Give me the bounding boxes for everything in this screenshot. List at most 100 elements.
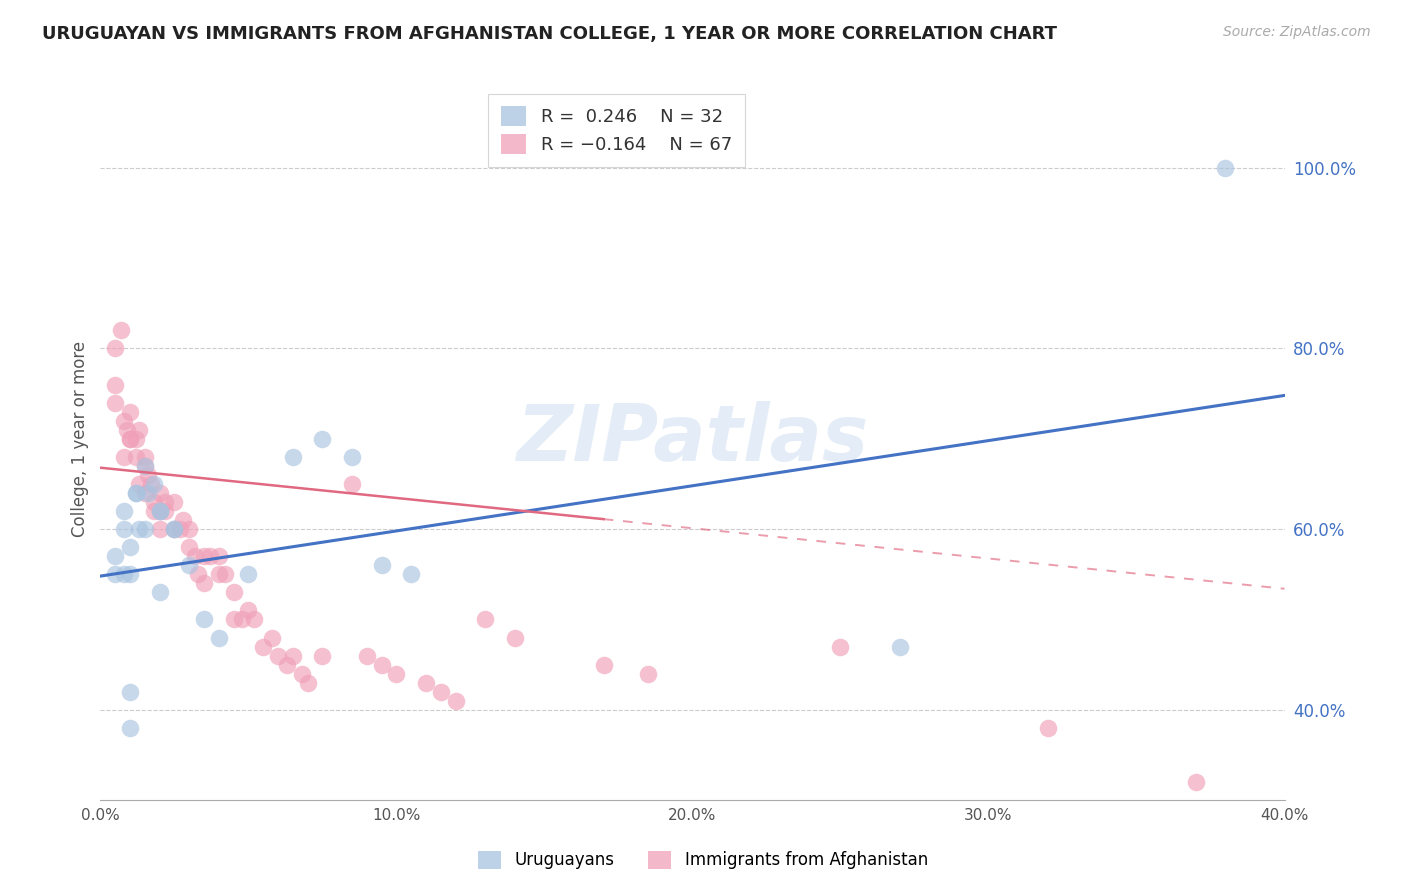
Legend: R =  0.246    N = 32, R = −0.164    N = 67: R = 0.246 N = 32, R = −0.164 N = 67 bbox=[488, 94, 745, 167]
Text: ZIPatlas: ZIPatlas bbox=[516, 401, 869, 477]
Point bbox=[148, 522, 170, 536]
Point bbox=[208, 631, 231, 645]
Point bbox=[128, 477, 150, 491]
Point bbox=[370, 558, 392, 573]
Point bbox=[148, 504, 170, 518]
Point bbox=[340, 450, 363, 464]
Point bbox=[163, 495, 186, 509]
Point bbox=[1184, 775, 1206, 789]
Point bbox=[104, 377, 127, 392]
Point bbox=[179, 522, 201, 536]
Point bbox=[503, 631, 526, 645]
Point bbox=[148, 486, 170, 500]
Point bbox=[399, 567, 422, 582]
Point bbox=[118, 684, 141, 698]
Point bbox=[252, 640, 274, 654]
Point bbox=[281, 648, 304, 663]
Point bbox=[112, 522, 135, 536]
Point bbox=[430, 684, 453, 698]
Point bbox=[142, 504, 165, 518]
Point bbox=[214, 567, 236, 582]
Point bbox=[208, 567, 231, 582]
Point bbox=[148, 504, 170, 518]
Point bbox=[172, 513, 194, 527]
Point bbox=[110, 323, 132, 337]
Point bbox=[637, 666, 659, 681]
Point bbox=[830, 640, 852, 654]
Point bbox=[112, 450, 135, 464]
Point bbox=[311, 648, 333, 663]
Point bbox=[118, 540, 141, 554]
Text: Source: ZipAtlas.com: Source: ZipAtlas.com bbox=[1223, 25, 1371, 39]
Point bbox=[169, 522, 191, 536]
Legend: Uruguayans, Immigrants from Afghanistan: Uruguayans, Immigrants from Afghanistan bbox=[468, 840, 938, 880]
Point bbox=[267, 648, 290, 663]
Point bbox=[134, 458, 156, 473]
Point bbox=[311, 432, 333, 446]
Point bbox=[163, 522, 186, 536]
Point bbox=[238, 603, 260, 617]
Point bbox=[104, 549, 127, 564]
Point bbox=[112, 567, 135, 582]
Point bbox=[118, 405, 141, 419]
Point bbox=[104, 395, 127, 409]
Point bbox=[385, 666, 408, 681]
Point bbox=[125, 486, 148, 500]
Point bbox=[208, 549, 231, 564]
Point bbox=[148, 504, 170, 518]
Point bbox=[142, 495, 165, 509]
Point bbox=[193, 612, 215, 626]
Point bbox=[118, 567, 141, 582]
Point bbox=[889, 640, 911, 654]
Point bbox=[198, 549, 221, 564]
Point bbox=[231, 612, 253, 626]
Point bbox=[1213, 161, 1236, 175]
Point bbox=[260, 631, 283, 645]
Point bbox=[297, 675, 319, 690]
Point bbox=[136, 467, 159, 482]
Point bbox=[104, 567, 127, 582]
Point bbox=[134, 458, 156, 473]
Point bbox=[238, 567, 260, 582]
Point bbox=[115, 423, 138, 437]
Point bbox=[142, 477, 165, 491]
Point bbox=[474, 612, 496, 626]
Point bbox=[193, 549, 215, 564]
Point bbox=[340, 477, 363, 491]
Point bbox=[187, 567, 209, 582]
Point bbox=[281, 450, 304, 464]
Point bbox=[179, 540, 201, 554]
Point bbox=[128, 423, 150, 437]
Point bbox=[179, 558, 201, 573]
Point bbox=[163, 522, 186, 536]
Point bbox=[134, 522, 156, 536]
Point bbox=[118, 432, 141, 446]
Point bbox=[222, 612, 245, 626]
Point bbox=[118, 432, 141, 446]
Point bbox=[112, 504, 135, 518]
Point bbox=[370, 657, 392, 672]
Point bbox=[1036, 721, 1059, 735]
Point bbox=[155, 504, 177, 518]
Point bbox=[125, 450, 148, 464]
Point bbox=[134, 450, 156, 464]
Point bbox=[415, 675, 437, 690]
Point bbox=[276, 657, 298, 672]
Point bbox=[125, 486, 148, 500]
Point bbox=[155, 495, 177, 509]
Y-axis label: College, 1 year or more: College, 1 year or more bbox=[72, 341, 89, 537]
Point bbox=[139, 477, 162, 491]
Point bbox=[104, 342, 127, 356]
Point bbox=[291, 666, 314, 681]
Point bbox=[148, 585, 170, 599]
Point bbox=[136, 486, 159, 500]
Point bbox=[118, 721, 141, 735]
Point bbox=[193, 576, 215, 591]
Point bbox=[134, 486, 156, 500]
Text: URUGUAYAN VS IMMIGRANTS FROM AFGHANISTAN COLLEGE, 1 YEAR OR MORE CORRELATION CHA: URUGUAYAN VS IMMIGRANTS FROM AFGHANISTAN… bbox=[42, 25, 1057, 43]
Point bbox=[243, 612, 266, 626]
Point bbox=[444, 694, 467, 708]
Point bbox=[125, 432, 148, 446]
Point bbox=[112, 414, 135, 428]
Point bbox=[592, 657, 614, 672]
